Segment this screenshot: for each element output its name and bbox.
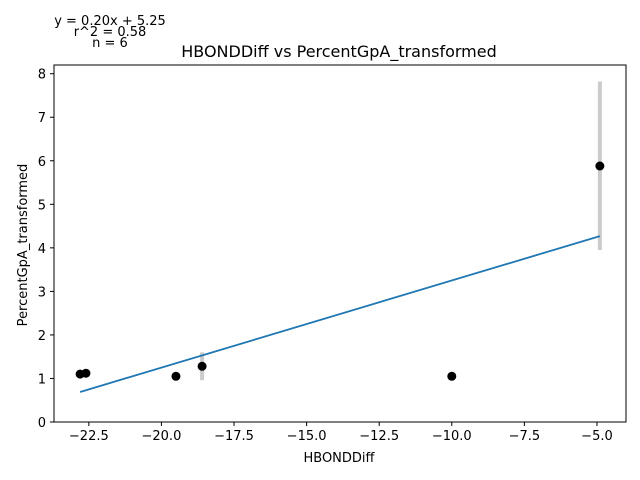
fit-annotations: y = 0.20x + 5.25 r^2 = 0.58 n = 6: [54, 14, 166, 51]
y-axis: 0 1 2 3 4 5 6 7 8: [38, 68, 54, 431]
y-tick-label-1: 1: [38, 372, 46, 387]
y-tick-label-0: 0: [38, 416, 46, 431]
x-tick-label-3: −15.0: [287, 429, 327, 444]
y-tick-label-7: 7: [38, 111, 46, 126]
fit-sample-size: n = 6: [92, 36, 128, 51]
x-tick-label-6: −7.5: [509, 429, 541, 444]
x-tick-label-2: −17.5: [214, 429, 254, 444]
y-tick-label-6: 6: [38, 155, 46, 170]
y-tick-label-8: 8: [38, 68, 46, 83]
plot-area: [75, 81, 605, 393]
data-point-4: [447, 371, 457, 381]
x-tick-label-1: −20.0: [142, 429, 182, 444]
x-tick-label-5: −10.0: [432, 429, 472, 444]
data-point-2: [171, 371, 181, 381]
chart-title: HBONDDiff vs PercentGpA_transformed: [181, 42, 497, 62]
y-tick-label-2: 2: [38, 329, 46, 344]
y-axis-label: PercentGpA_transformed: [16, 164, 31, 327]
x-tick-label-7: −5.0: [581, 429, 613, 444]
fit-r-squared: r^2 = 0.58: [74, 25, 147, 40]
y-tick-label-5: 5: [38, 198, 46, 213]
data-point-1: [81, 368, 91, 378]
x-axis: −22.5 −20.0 −17.5 −15.0 −12.5 −10.0 −7.5 −5.0: [69, 422, 613, 444]
y-tick-label-4: 4: [38, 242, 46, 257]
x-tick-label-0: −22.5: [69, 429, 109, 444]
plot-frame: [53, 64, 627, 423]
data-point-3: [197, 361, 207, 371]
x-axis-label: HBONDDiff: [303, 451, 375, 466]
fit-equation: y = 0.20x + 5.25: [54, 14, 166, 29]
data-point-5: [595, 161, 605, 171]
y-tick-label-3: 3: [38, 285, 46, 300]
fit-line: [79, 235, 601, 393]
x-tick-label-4: −12.5: [359, 429, 399, 444]
